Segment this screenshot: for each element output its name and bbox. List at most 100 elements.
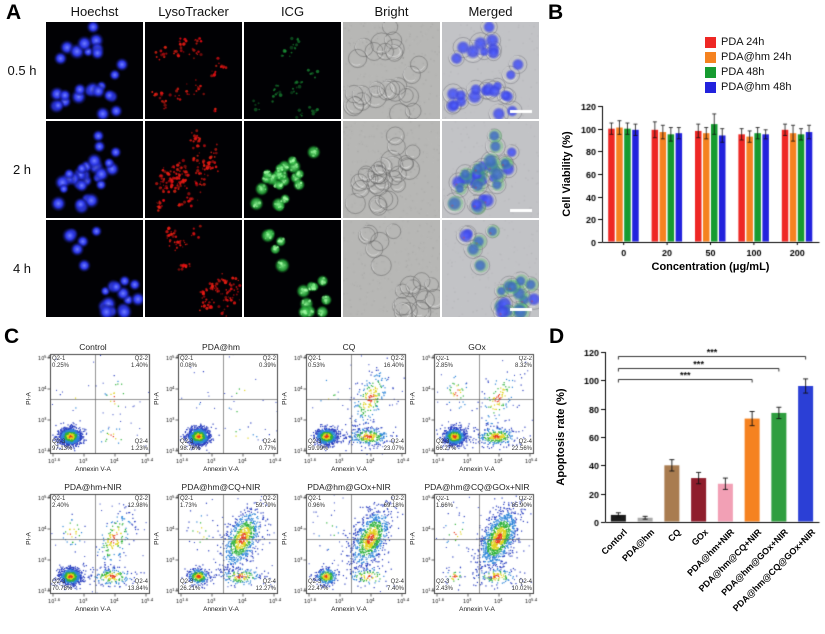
quadrant-label-q1: Q2-1 2.85%: [436, 356, 478, 369]
quadrant-name: Q2-3: [180, 439, 194, 445]
flow-y-axis-label: PI-A: [409, 532, 417, 545]
quadrant-label-q4: Q2-4 7.40%: [362, 579, 404, 592]
legend-item: PDA@hm 48h: [705, 81, 791, 93]
quadrant-name: Q2-3: [180, 579, 194, 585]
quadrant-percentage: 0.39%: [258, 362, 276, 369]
quadrant-label-q2: Q2-2 59.79%: [234, 496, 276, 509]
chart-b-legend: PDA 24h PDA@hm 24h PDA 48h PDA@hm 48h: [705, 36, 791, 93]
panel-a-column-header-merged: Merged: [468, 4, 513, 19]
flow-y-axis-label: PI-A: [153, 532, 161, 545]
flow-x-axis-label: Annexin V-A: [459, 606, 495, 613]
legend-label: PDA 24h: [721, 36, 765, 48]
quadrant-percentage: 16.40%: [383, 362, 404, 369]
flow-cytometry-plot-6: [158, 493, 284, 607]
quadrant-percentage: 1.23%: [130, 445, 148, 452]
quadrant-percentage: 0.96%: [308, 502, 326, 509]
quadrant-name: Q2-4: [262, 439, 276, 445]
quadrant-label-q4: Q2-4 0.77%: [234, 439, 276, 452]
legend-swatch: [705, 36, 716, 48]
quadrant-name: Q2-4: [134, 579, 148, 585]
panel-a-row-label: 4 h: [12, 261, 32, 276]
quadrant-label-q3: Q2-3 59.99%: [308, 439, 350, 452]
quadrant-label-q3: Q2-3 66.27%: [436, 439, 478, 452]
quadrant-name: Q2-2: [262, 496, 276, 502]
quadrant-name: Q2-4: [518, 579, 532, 585]
quadrant-name: Q2-4: [390, 439, 404, 445]
chart-b-y-axis-label: Cell Viability (%): [561, 131, 573, 217]
quadrant-label-q4: Q2-4 12.27%: [234, 579, 276, 592]
micrograph-hoechst-row1: [46, 22, 143, 119]
quadrant-percentage: 13.84%: [127, 585, 148, 592]
quadrant-percentage: 69.18%: [383, 502, 404, 509]
flow-y-axis-label: PI-A: [281, 532, 289, 545]
legend-item: PDA@hm 24h: [705, 51, 791, 63]
quadrant-label-q3: Q2-3 26.21%: [180, 579, 222, 592]
quadrant-percentage: 26.21%: [180, 585, 201, 592]
quadrant-percentage: 2.85%: [436, 362, 454, 369]
micrograph-bright-row2: [343, 121, 440, 218]
quadrant-name: Q2-3: [308, 439, 322, 445]
quadrant-name: Q2-2: [134, 356, 148, 362]
legend-swatch: [705, 66, 716, 78]
quadrant-name: Q2-4: [518, 439, 532, 445]
quadrant-name: Q2-2: [390, 496, 404, 502]
flow-plot-title: PDA@hm@GOx+NIR: [307, 482, 391, 492]
quadrant-percentage: 2.40%: [52, 502, 70, 509]
quadrant-label-q1: Q2-1 0.08%: [180, 356, 222, 369]
quadrant-name: Q2-1: [52, 496, 66, 502]
quadrant-name: Q2-2: [262, 356, 276, 362]
micrograph-icg-row1: [244, 22, 341, 119]
flow-cytometry-plot-8: [414, 493, 540, 607]
flow-x-axis-label: Annexin V-A: [203, 606, 239, 613]
quadrant-percentage: 22.47%: [308, 585, 329, 592]
quadrant-label-q2: Q2-2 16.40%: [362, 356, 404, 369]
flow-x-axis-label: Annexin V-A: [75, 466, 111, 473]
quadrant-name: Q2-1: [52, 356, 66, 362]
quadrant-percentage: 59.79%: [255, 502, 276, 509]
quadrant-label-q2: Q2-2 69.18%: [362, 496, 404, 509]
legend-swatch: [705, 51, 716, 63]
quadrant-name: Q2-4: [262, 579, 276, 585]
quadrant-label-q4: Q2-4 10.02%: [490, 579, 532, 592]
quadrant-name: Q2-3: [436, 579, 450, 585]
flow-x-axis-label: Annexin V-A: [331, 606, 367, 613]
quadrant-name: Q2-3: [436, 439, 450, 445]
micrograph-bright-row1: [343, 22, 440, 119]
panel-a-column-header-lysotracker: LysoTracker: [158, 4, 229, 19]
quadrant-name: Q2-3: [52, 579, 66, 585]
micrograph-lysotracker-row2: [145, 121, 242, 218]
quadrant-percentage: 0.77%: [258, 445, 276, 452]
quadrant-label-q2: Q2-2 8.32%: [490, 356, 532, 369]
flow-cytometry-plot-7: [286, 493, 412, 607]
flow-plot-title: PDA@hm: [202, 342, 240, 352]
panel-a-column-header-bright: Bright: [374, 4, 409, 19]
quadrant-percentage: 0.53%: [308, 362, 326, 369]
quadrant-label-q1: Q2-1 1.66%: [436, 496, 478, 509]
quadrant-label-q1: Q2-1 2.40%: [52, 496, 94, 509]
quadrant-percentage: 12.27%: [255, 585, 276, 592]
flow-plot-title: PDA@hm+NIR: [64, 482, 122, 492]
flow-plot-title: GOx: [468, 342, 486, 352]
flow-cytometry-plot-3: [286, 353, 412, 467]
legend-item: PDA 24h: [705, 36, 791, 48]
quadrant-percentage: 7.40%: [386, 585, 404, 592]
quadrant-label-q3: Q2-3 2.43%: [436, 579, 478, 592]
quadrant-percentage: 1.40%: [130, 362, 148, 369]
quadrant-name: Q2-2: [518, 356, 532, 362]
quadrant-percentage: 12.98%: [127, 502, 148, 509]
quadrant-percentage: 1.66%: [436, 502, 454, 509]
quadrant-name: Q2-2: [134, 496, 148, 502]
quadrant-percentage: 98.76%: [180, 445, 201, 452]
flow-plot-title: PDA@hm@CQ@GOx+NIR: [424, 482, 530, 492]
chart-d-y-axis-label: Apoptosis rate (%): [555, 388, 567, 486]
quadrant-name: Q2-1: [180, 356, 194, 362]
quadrant-label-q2: Q2-2 0.39%: [234, 356, 276, 369]
quadrant-name: Q2-2: [390, 356, 404, 362]
quadrant-percentage: 1.73%: [180, 502, 198, 509]
quadrant-label-q4: Q2-4 1.23%: [106, 439, 148, 452]
flow-y-axis-label: PI-A: [153, 392, 161, 405]
flow-y-axis-label: PI-A: [409, 392, 417, 405]
chart-b-x-axis-label: Concentration (μg/mL): [651, 261, 770, 273]
flow-y-axis-label: PI-A: [25, 532, 33, 545]
flow-plot-title: PDA@hm@CQ+NIR: [181, 482, 261, 492]
